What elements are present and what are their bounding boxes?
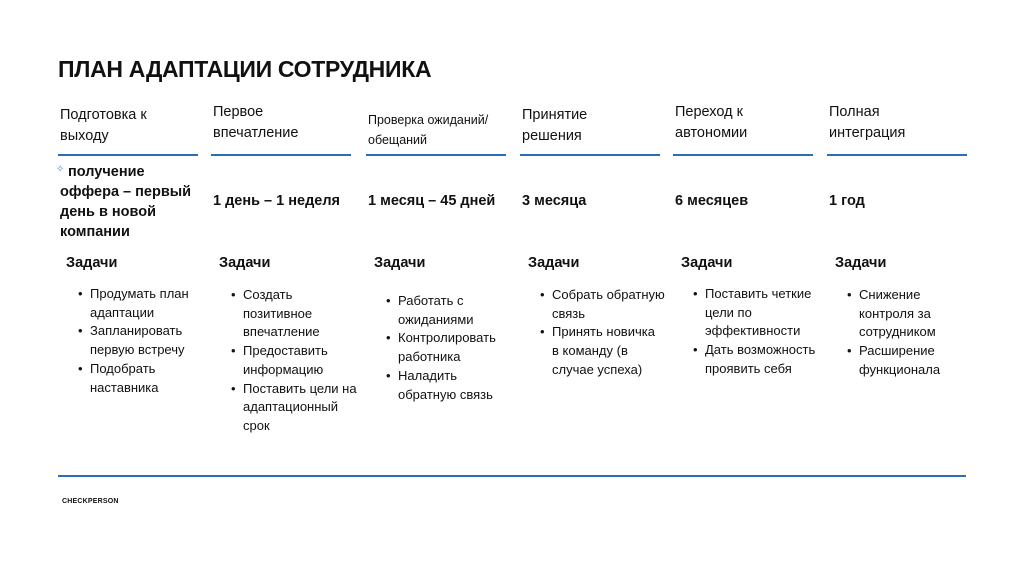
stage-duration: ✧ получение оффера – первый день в новой … — [56, 162, 205, 242]
tasks-label: Задачи — [835, 255, 887, 271]
task-item: Работать с ожиданиями — [386, 292, 516, 329]
task-list: Снижение контроля за сотрудником Расшире… — [847, 286, 972, 380]
task-item: Подобрать наставника — [78, 360, 208, 397]
task-item: Поставить цели на адаптационный срок — [231, 380, 361, 436]
stage-column: Первое впечатление 1 день – 1 неделя Зад… — [211, 0, 357, 576]
stage-header: Полная интеграция — [829, 104, 906, 141]
task-list: Работать с ожиданиями Контролировать раб… — [386, 292, 516, 404]
divider — [58, 154, 198, 156]
divider — [673, 154, 813, 156]
stage-header: Переход к автономии — [675, 104, 748, 141]
stage-duration: 1 день – 1 неделя — [213, 193, 341, 209]
task-list: Создать позитивное впечатление Предостав… — [231, 286, 361, 436]
divider — [827, 154, 967, 156]
task-list: Продумать план адаптации Запланировать п… — [78, 285, 208, 397]
stage-header: Принятие решения — [522, 107, 588, 144]
task-item: Принять новичка в команду (в случае успе… — [540, 323, 665, 379]
task-item: Контролировать работника — [386, 329, 516, 366]
stage-column: Принятие решения 3 месяца Задачи Собрать… — [520, 0, 665, 576]
stage-column: Переход к автономии 6 месяцев Задачи Пос… — [673, 0, 815, 576]
stage-header: Проверка ожиданий/ обещаний — [368, 113, 489, 147]
divider — [520, 154, 660, 156]
stage-duration: 6 месяцев — [675, 193, 749, 209]
tasks-label: Задачи — [528, 255, 580, 271]
task-item: Продумать план адаптации — [78, 285, 208, 322]
stage-column: Подготовка к выходу ✧ получение оффера – … — [56, 0, 200, 576]
task-item: Расширение функционала — [847, 342, 972, 379]
divider — [211, 154, 351, 156]
tasks-label: Задачи — [219, 255, 271, 271]
stage-column: Полная интеграция 1 год Задачи Снижение … — [827, 0, 969, 576]
page-title: ПЛАН АДАПТАЦИИ СОТРУДНИКА — [58, 56, 432, 82]
tasks-label: Задачи — [66, 255, 118, 271]
task-item: Собрать обратную связь — [540, 286, 665, 323]
task-item: Поставить четкие цели по эффективности — [693, 285, 823, 341]
task-list: Собрать обратную связь Принять новичка в… — [540, 286, 665, 380]
tasks-label: Задачи — [681, 255, 733, 271]
task-item: Создать позитивное впечатление — [231, 286, 361, 342]
stage-header: Подготовка к выходу — [60, 107, 147, 144]
tasks-label: Задачи — [374, 255, 426, 271]
task-item: Дать возможность проявить себя — [693, 341, 823, 378]
task-list: Поставить четкие цели по эффективности Д… — [693, 285, 823, 379]
stage-column: Проверка ожиданий/ обещаний 1 месяц – 45… — [366, 0, 508, 576]
task-item: Снижение контроля за сотрудником — [847, 286, 972, 342]
sparkle-icon: ✧ — [56, 164, 65, 175]
task-item: Наладить обратную связь — [386, 367, 516, 404]
task-item: Запланировать первую встречу — [78, 322, 208, 359]
brand-logo: CHECKPERSON — [62, 498, 119, 505]
stage-duration: 1 год — [829, 193, 865, 209]
stage-duration: 3 месяца — [522, 193, 587, 209]
task-item: Предоставить информацию — [231, 342, 361, 379]
stage-duration-text: получение оффера – первый день в новой к… — [60, 164, 192, 240]
stage-header: Первое впечатление — [213, 104, 299, 141]
bottom-divider — [58, 475, 966, 477]
stage-duration: 1 месяц – 45 дней — [368, 193, 496, 209]
divider — [366, 154, 506, 156]
